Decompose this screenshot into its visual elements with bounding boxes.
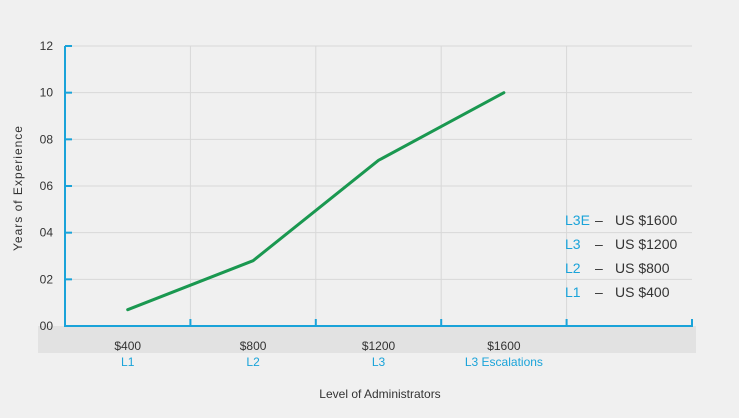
legend-code: L3E bbox=[565, 212, 590, 228]
legend-price: US $1600 bbox=[615, 212, 677, 228]
y-tick-label: 02 bbox=[40, 272, 54, 286]
legend-dash: – bbox=[595, 260, 603, 276]
gridlines bbox=[65, 45, 692, 326]
y-tick-label: 06 bbox=[40, 179, 54, 193]
x-category-price: $1600 bbox=[487, 339, 521, 353]
y-tick-label: 12 bbox=[40, 39, 54, 53]
y-tick-label: 04 bbox=[40, 226, 54, 240]
x-category-price: $400 bbox=[114, 339, 141, 353]
x-category-labels: $400 L1 $800 L2 $1200 L3 $1600 L3 Escalations bbox=[114, 339, 543, 369]
series-line bbox=[126, 91, 506, 312]
legend-price: US $1200 bbox=[615, 236, 677, 252]
x-axis-title: Level of Administrators bbox=[319, 387, 440, 401]
y-tick-label: 08 bbox=[40, 132, 54, 146]
x-category-level: L3 Escalations bbox=[465, 355, 543, 369]
legend-code: L3 bbox=[565, 236, 581, 252]
category-band bbox=[38, 326, 696, 353]
legend-price: US $800 bbox=[615, 260, 670, 276]
legend-code: L2 bbox=[565, 260, 581, 276]
y-tick-label: 00 bbox=[40, 319, 54, 333]
series-lines bbox=[126, 91, 506, 312]
legend-dash: – bbox=[595, 284, 603, 300]
legend-code: L1 bbox=[565, 284, 581, 300]
x-category-level: L1 bbox=[121, 355, 135, 369]
y-axis-title: Years of Experience bbox=[11, 125, 25, 251]
y-tick-label: 10 bbox=[40, 86, 54, 100]
x-category-level: L3 bbox=[372, 355, 386, 369]
y-tick-labels: 00 02 04 06 08 10 12 bbox=[40, 39, 54, 333]
x-category-price: $1200 bbox=[362, 339, 396, 353]
legend-dash: – bbox=[595, 212, 603, 228]
axes bbox=[64, 45, 693, 327]
legend-dash: – bbox=[595, 236, 603, 252]
x-category-price: $800 bbox=[240, 339, 267, 353]
legend-price: US $400 bbox=[615, 284, 670, 300]
x-category-level: L2 bbox=[246, 355, 260, 369]
